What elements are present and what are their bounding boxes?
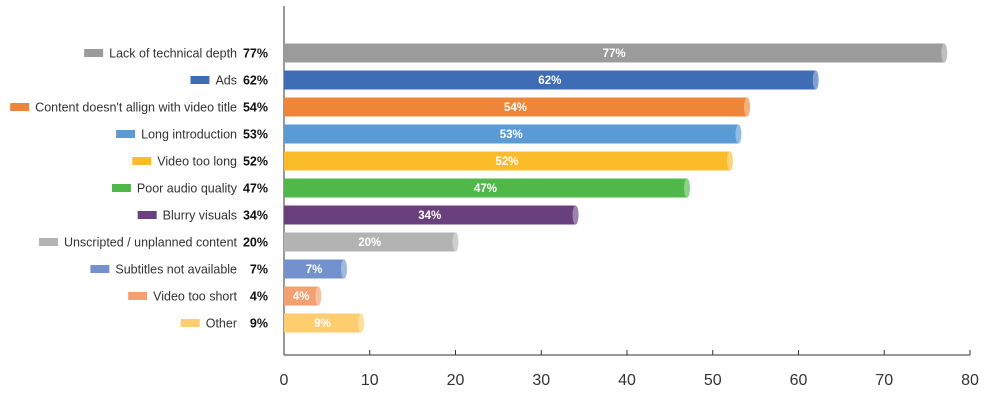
category-value-label: 47%	[243, 182, 268, 196]
x-tick-label: 80	[961, 372, 979, 389]
x-tick-label: 70	[875, 372, 893, 389]
bar-value-label: 34%	[418, 210, 441, 222]
category-value-label: 53%	[243, 128, 268, 142]
bar	[284, 286, 319, 306]
x-tick-label: 10	[361, 372, 379, 389]
category-value-label: 62%	[243, 74, 268, 88]
category-label: Other	[206, 317, 237, 331]
category-value-label: 52%	[243, 155, 268, 169]
bar-value-label: 52%	[495, 156, 518, 168]
bar-value-label: 7%	[306, 264, 323, 276]
bar-value-label: 20%	[358, 237, 381, 249]
bar-value-label: 47%	[474, 183, 497, 195]
x-tick-label: 30	[532, 372, 550, 389]
bar-end-cap	[744, 97, 751, 117]
category-value-label: 77%	[243, 47, 268, 61]
category-label: Subtitles not available	[115, 263, 237, 277]
bar	[284, 124, 739, 144]
legend-swatch	[132, 157, 152, 165]
legend-swatch	[128, 292, 148, 300]
bar-end-cap	[941, 43, 948, 63]
category-label: Video too short	[153, 290, 237, 304]
category-label: Blurry visuals	[163, 209, 237, 223]
category-value-label: 34%	[243, 209, 268, 223]
x-tick-label: 60	[790, 372, 808, 389]
bar	[284, 97, 748, 117]
bar-value-label: 9%	[314, 318, 331, 330]
legend-swatch	[38, 238, 58, 246]
bar	[284, 70, 816, 90]
bar-value-label: 62%	[538, 75, 561, 87]
bar	[284, 178, 688, 198]
legend-swatch	[84, 49, 104, 57]
category-value-label: 7%	[250, 263, 268, 277]
legend-swatch	[116, 130, 136, 138]
x-tick-label: 0	[280, 372, 289, 389]
bar-end-cap	[358, 313, 365, 333]
x-tick-label: 50	[704, 372, 722, 389]
legend-swatch	[180, 319, 200, 327]
bar	[284, 232, 456, 252]
category-label: Content doesn't allign with video title	[35, 101, 237, 115]
category-label: Video too long	[157, 155, 237, 169]
category-value-label: 54%	[243, 101, 268, 115]
bar-value-label: 53%	[500, 129, 523, 141]
legend-swatch	[137, 211, 157, 219]
bar-end-cap	[572, 205, 579, 225]
bar-end-cap	[735, 124, 742, 144]
x-tick-label: 20	[447, 372, 465, 389]
bar	[284, 151, 730, 171]
bar	[284, 205, 576, 225]
legend-swatch	[111, 184, 131, 192]
bar-end-cap	[812, 70, 819, 90]
bar-value-label: 54%	[504, 102, 527, 114]
legend-swatch	[90, 265, 110, 273]
category-value-label: 20%	[243, 236, 268, 250]
category-label: Unscripted / unplanned content	[64, 236, 238, 250]
category-value-label: 4%	[250, 290, 268, 304]
bar-end-cap	[726, 151, 733, 171]
legend-swatch	[190, 76, 210, 84]
category-label: Lack of technical depth	[109, 47, 237, 61]
bar-end-cap	[684, 178, 691, 198]
bar	[284, 259, 345, 279]
category-value-label: 9%	[250, 317, 268, 331]
bar-end-cap	[452, 232, 459, 252]
bar-value-label: 4%	[293, 291, 310, 303]
category-label: Long introduction	[141, 128, 237, 142]
bar-end-cap	[315, 286, 322, 306]
category-label: Poor audio quality	[137, 182, 238, 196]
legend-swatch	[10, 103, 30, 111]
bar-end-cap	[341, 259, 348, 279]
x-tick-label: 40	[618, 372, 636, 389]
bar	[284, 43, 945, 63]
bar	[284, 313, 362, 333]
category-label: Ads	[215, 74, 237, 88]
bar-value-label: 77%	[603, 48, 626, 60]
